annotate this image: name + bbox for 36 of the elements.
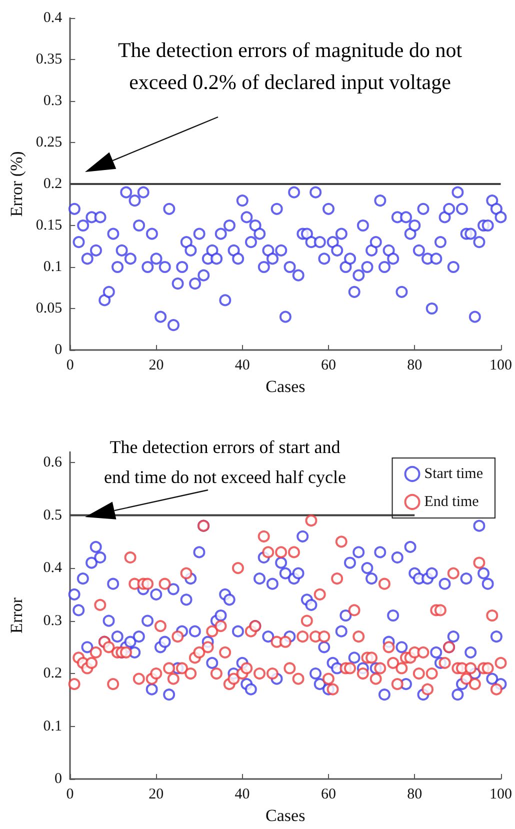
y-tick-label: 0.5 xyxy=(43,507,62,524)
x-axis-title: Cases xyxy=(266,377,306,396)
y-tick-label: 0.1 xyxy=(43,718,62,734)
annotation: The detection errors of magnitude do not exceed 0.2% of declared input voltage xyxy=(118,38,462,94)
y-tick-label: 0 xyxy=(54,771,62,787)
y-axis-title: Error xyxy=(7,597,26,634)
x-tick-label: 0 xyxy=(66,786,74,802)
x-tick-label: 0 xyxy=(66,358,74,374)
y-axis-title: Error (%) xyxy=(7,151,26,217)
y-tick-label: 0.3 xyxy=(43,612,62,629)
y-tick-label: 0.4 xyxy=(43,10,63,26)
x-tick-label: 80 xyxy=(407,786,422,802)
x-tick-label: 80 xyxy=(407,358,422,374)
y-tick-label: 0.1 xyxy=(43,259,62,275)
y-tick-label: 0.25 xyxy=(36,134,62,150)
x-tick-label: 100 xyxy=(490,786,512,802)
y-tick-label: 0.15 xyxy=(36,218,62,234)
y-tick-label: 0.2 xyxy=(43,666,62,682)
y-tick-label: 0.4 xyxy=(43,560,62,576)
x-tick-label: 100 xyxy=(490,358,512,374)
annotation: The detection errors of start and end time do not exceed half cycle xyxy=(104,437,346,487)
x-axis-title: Cases xyxy=(266,806,306,825)
y-tick-label: 0.6 xyxy=(43,454,62,471)
x-tick-label: 20 xyxy=(148,358,164,374)
y-tick-label: 0.35 xyxy=(36,52,62,68)
legend-label: End time xyxy=(424,494,480,510)
x-tick-label: 60 xyxy=(321,358,336,374)
legend-label: Start time xyxy=(424,466,484,482)
x-tick-label: 20 xyxy=(148,786,164,802)
x-tick-label: 40 xyxy=(234,786,250,802)
y-tick-label: 0.05 xyxy=(36,300,62,316)
y-tick-label: 0 xyxy=(54,342,62,358)
y-tick-label: 0.2 xyxy=(43,176,62,192)
x-tick-label: 40 xyxy=(234,358,250,374)
y-tick-label: 0.3 xyxy=(43,93,62,109)
x-tick-label: 60 xyxy=(320,786,336,802)
